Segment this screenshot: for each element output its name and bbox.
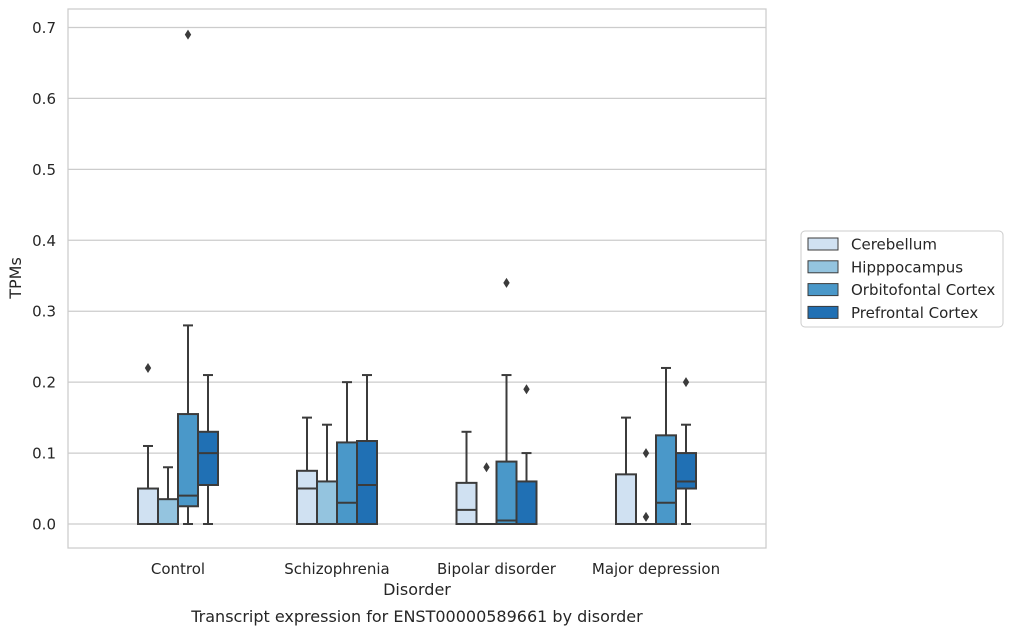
- box-plot-2-2: [497, 278, 517, 524]
- box-plot-0-0: [138, 363, 158, 524]
- y-tick-label: 0.4: [32, 232, 56, 250]
- box-plot-3-2: [656, 368, 676, 524]
- box-plot-0-1: [158, 467, 178, 524]
- legend-label: Orbitofontal Cortex: [851, 281, 995, 299]
- box-plot-1-1: [317, 425, 337, 524]
- legend-label: Hipppocampus: [851, 258, 963, 276]
- y-tick-label: 0.6: [32, 90, 56, 108]
- box-iqr: [676, 453, 696, 488]
- y-tick-labels: 0.0 0.1 0.2 0.3 0.4 0.5 0.6 0.7: [32, 19, 56, 534]
- x-tick-label: Schizophrenia: [284, 560, 389, 578]
- box-plot-0-2: [178, 30, 198, 524]
- y-tick-label: 0.0: [32, 516, 56, 534]
- outlier-point: [503, 278, 509, 288]
- legend-swatch: [808, 261, 838, 273]
- box-iqr: [138, 489, 158, 524]
- box-plot-2-3: [517, 384, 537, 524]
- legend-swatch: [808, 284, 838, 296]
- x-axis-label: Disorder: [383, 580, 451, 599]
- y-tick-label: 0.7: [32, 19, 56, 37]
- legend-swatch: [808, 238, 838, 250]
- x-tick-labels: Control Schizophrenia Bipolar disorder Majo…: [151, 560, 720, 578]
- legend-label: Cerebellum: [851, 236, 937, 254]
- box-iqr: [337, 442, 357, 524]
- legend-label: Prefrontal Cortex: [851, 304, 978, 322]
- box-plot-0-3: [198, 375, 218, 524]
- box-plot-1-0: [297, 418, 317, 524]
- box-iqr: [457, 483, 477, 524]
- x-tick-label: Control: [151, 560, 205, 578]
- x-tick-label: Bipolar disorder: [437, 560, 557, 578]
- box-plot-2-1: [477, 462, 497, 524]
- box-iqr: [178, 414, 198, 506]
- box-iqr: [158, 499, 178, 524]
- box-iqr: [616, 474, 636, 524]
- box-iqr: [656, 435, 676, 524]
- outlier-point: [145, 363, 151, 373]
- outlier-point: [483, 462, 489, 472]
- legend-swatch: [808, 306, 838, 318]
- box-iqr: [497, 462, 517, 524]
- box-plot-3-0: [616, 418, 636, 524]
- outlier-point: [683, 377, 689, 387]
- box-iqr: [317, 481, 337, 524]
- y-tick-label: 0.1: [32, 445, 56, 463]
- outlier-point: [643, 448, 649, 458]
- box-plot-3-1: [636, 448, 656, 524]
- box-plot-3-3: [676, 377, 696, 524]
- y-tick-label: 0.2: [32, 374, 56, 392]
- box-plot-2-0: [457, 432, 477, 524]
- box-iqr: [517, 481, 537, 524]
- y-axis-label: TPMs: [6, 257, 25, 300]
- box-iqr: [297, 471, 317, 524]
- legend: Cerebellum Hipppocampus Orbitofontal Corte…: [801, 231, 1003, 327]
- box-plot-1-3: [357, 375, 377, 524]
- box-plot-1-2: [337, 382, 357, 524]
- box-layer: [138, 30, 696, 524]
- y-tick-label: 0.5: [32, 161, 56, 179]
- box-iqr: [357, 441, 377, 524]
- box-iqr: [198, 432, 218, 485]
- outlier-point: [185, 30, 191, 40]
- x-tick-label: Major depression: [592, 560, 720, 578]
- outlier-point: [523, 384, 529, 394]
- chart-caption: Transcript expression for ENST0000058966…: [190, 607, 643, 626]
- y-tick-label: 0.3: [32, 303, 56, 321]
- outlier-point: [643, 512, 649, 522]
